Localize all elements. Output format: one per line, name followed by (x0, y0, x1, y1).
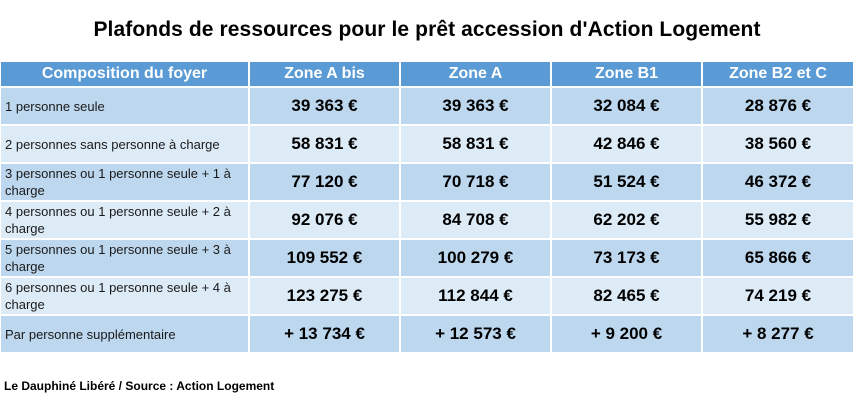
cell-value: + 9 200 € (551, 315, 703, 354)
cell-value: 58 831 € (249, 125, 401, 164)
table-row: 4 personnes ou 1 personne seule + 2 à ch… (1, 201, 853, 240)
row-label: Par personne supplémentaire (1, 315, 250, 354)
table-row: 1 personne seule 39 363 € 39 363 € 32 08… (1, 87, 853, 126)
cell-value: 28 876 € (702, 87, 853, 126)
row-label: 4 personnes ou 1 personne seule + 2 à ch… (1, 201, 250, 240)
cell-value: 51 524 € (551, 163, 703, 202)
row-label: 1 personne seule (1, 87, 250, 126)
table-row: 2 personnes sans personne à charge 58 83… (1, 125, 853, 164)
source-credit: Le Dauphiné Libéré / Source : Action Log… (4, 379, 275, 393)
header-zone-b2-c: Zone B2 et C (702, 62, 853, 88)
cell-value: 112 844 € (400, 277, 552, 316)
cell-value: 58 831 € (400, 125, 552, 164)
table-header-row: Composition du foyer Zone A bis Zone A Z… (1, 62, 853, 88)
cell-value: 77 120 € (249, 163, 401, 202)
cell-value: + 12 573 € (400, 315, 552, 354)
table-row: 3 personnes ou 1 personne seule + 1 à ch… (1, 163, 853, 202)
cell-value: 32 084 € (551, 87, 703, 126)
header-zone-a-bis: Zone A bis (249, 62, 401, 88)
table-row: Par personne supplémentaire + 13 734 € +… (1, 315, 853, 354)
cell-value: 100 279 € (400, 239, 552, 278)
cell-value: 55 982 € (702, 201, 853, 240)
cell-value: 73 173 € (551, 239, 703, 278)
row-label: 5 personnes ou 1 personne seule + 3 à ch… (1, 239, 250, 278)
table-row: 5 personnes ou 1 personne seule + 3 à ch… (1, 239, 853, 278)
cell-value: 39 363 € (400, 87, 552, 126)
cell-value: 70 718 € (400, 163, 552, 202)
cell-value: + 13 734 € (249, 315, 401, 354)
cell-value: 109 552 € (249, 239, 401, 278)
row-label: 2 personnes sans personne à charge (1, 125, 250, 164)
cell-value: 65 866 € (702, 239, 853, 278)
cell-value: 84 708 € (400, 201, 552, 240)
header-zone-b1: Zone B1 (551, 62, 703, 88)
cell-value: + 8 277 € (702, 315, 853, 354)
cell-value: 82 465 € (551, 277, 703, 316)
cell-value: 38 560 € (702, 125, 853, 164)
row-label: 3 personnes ou 1 personne seule + 1 à ch… (1, 163, 250, 202)
cell-value: 92 076 € (249, 201, 401, 240)
cell-value: 39 363 € (249, 87, 401, 126)
cell-value: 46 372 € (702, 163, 853, 202)
row-label: 6 personnes ou 1 personne seule + 4 à ch… (1, 277, 250, 316)
cell-value: 42 846 € (551, 125, 703, 164)
cell-value: 123 275 € (249, 277, 401, 316)
header-composition: Composition du foyer (1, 62, 250, 88)
page-title: Plafonds de ressources pour le prêt acce… (93, 18, 761, 41)
cell-value: 62 202 € (551, 201, 703, 240)
header-zone-a: Zone A (400, 62, 552, 88)
table-row: 6 personnes ou 1 personne seule + 4 à ch… (1, 277, 853, 316)
cell-value: 74 219 € (702, 277, 853, 316)
resource-ceiling-table: Composition du foyer Zone A bis Zone A Z… (1, 62, 853, 354)
